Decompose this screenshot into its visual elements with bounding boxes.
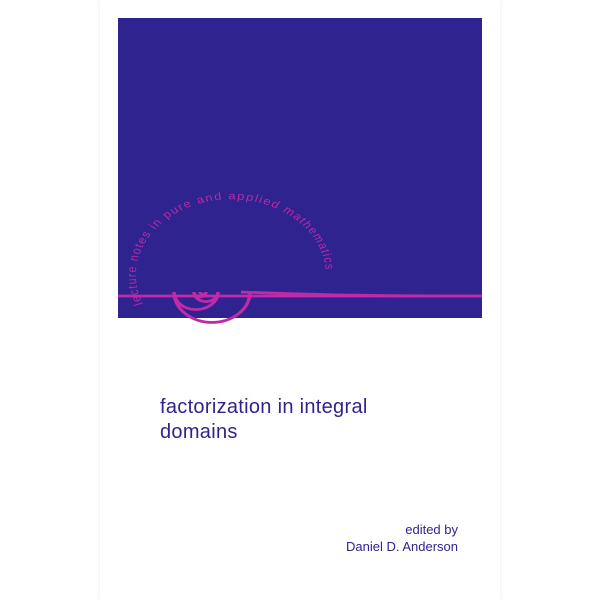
series-title: lecture notes in pure and applied mathem… <box>125 190 337 307</box>
page-stage: volume 189 lecture notes in pure and app… <box>0 0 600 600</box>
title-line-1: factorization in integral <box>160 395 368 420</box>
spiral-ornament: lecture notes in pure and applied mathem… <box>118 200 482 360</box>
book-title: factorization in integral domains <box>160 395 368 445</box>
edited-by-label: edited by <box>346 521 458 539</box>
book-cover: volume 189 lecture notes in pure and app… <box>100 0 500 600</box>
editor-block: edited by Daniel D. Anderson <box>346 521 458 556</box>
editor-name: Daniel D. Anderson <box>346 538 458 556</box>
title-line-2: domains <box>160 420 368 445</box>
volume-label: volume 189 <box>363 22 450 39</box>
